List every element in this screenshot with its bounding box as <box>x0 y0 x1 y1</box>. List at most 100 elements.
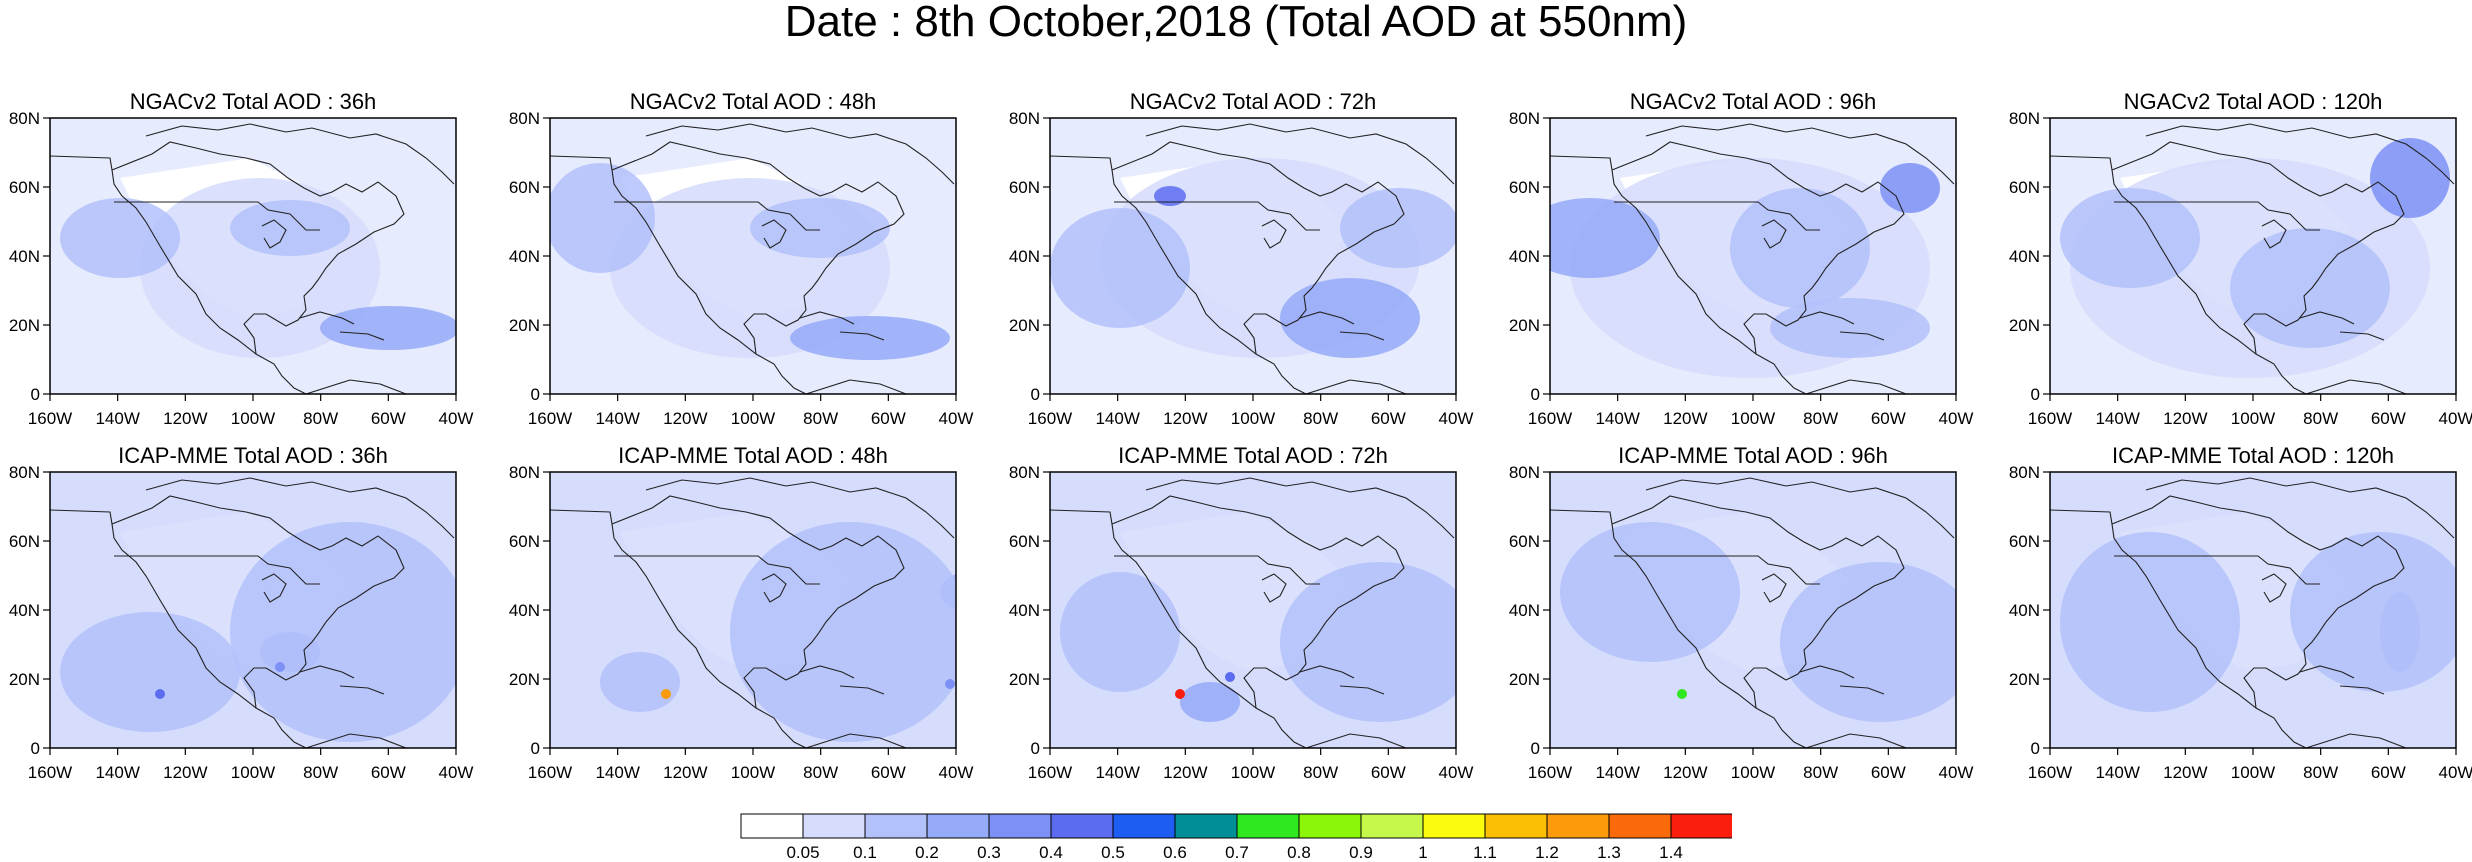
coastline <box>111 141 405 355</box>
coastline <box>1805 733 1907 748</box>
lat-tick-label: 60N <box>1509 178 1540 197</box>
lon-tick-label: 160W <box>528 409 572 428</box>
coastline <box>2114 201 2320 231</box>
coastline <box>1614 555 1820 585</box>
coastline <box>614 201 820 231</box>
lat-tick-label: 0 <box>1531 739 1540 758</box>
coastline <box>114 555 320 585</box>
lon-tick-label: 140W <box>595 409 639 428</box>
map-panel: NGACv2 Total AOD : 36h 160W 140W 120W 100W 80… <box>0 90 500 470</box>
lat-tick-label: 20N <box>9 316 40 335</box>
aod-map: 160W 140W 120W 100W 80W 60W 40W 80N 60N 40N 20N 0 <box>509 463 974 782</box>
aod-map: 160W 140W 120W 100W 80W 60W 40W 80N 60N 40N 20N 0 <box>9 109 474 428</box>
lat-tick-label: 20N <box>1009 316 1040 335</box>
panel-title: ICAP-MME Total AOD : 96h <box>1618 443 1888 468</box>
aod-plume <box>1340 188 1456 268</box>
lon-tick-label: 160W <box>1028 409 1072 428</box>
aod-plume <box>320 306 456 350</box>
lat-tick-label: 0 <box>31 739 40 758</box>
lon-tick-label: 120W <box>663 763 707 782</box>
aod-plume <box>600 652 680 712</box>
coastline <box>1839 331 1885 341</box>
aod-plume <box>2230 228 2390 348</box>
lat-tick-label: 20N <box>1509 316 1540 335</box>
colorbar-segment <box>988 813 1052 839</box>
aod-plume <box>1780 562 1956 722</box>
coastline <box>1305 379 1407 394</box>
aod-field <box>1550 118 1956 394</box>
coastline <box>1614 201 1820 231</box>
coastline <box>1645 477 1955 539</box>
panel-title: ICAP-MME Total AOD : 48h <box>618 443 888 468</box>
lon-tick-label: 120W <box>1663 409 1707 428</box>
coastline <box>1799 311 1855 325</box>
panel-title: NGACv2 Total AOD : 48h <box>629 89 877 114</box>
aod-plume <box>1880 163 1940 213</box>
colorbar-segment <box>1484 813 1548 839</box>
lat-tick-label: 40N <box>1509 601 1540 620</box>
aod-field <box>50 118 456 394</box>
lon-tick-label: 60W <box>371 409 406 428</box>
coastline <box>611 495 905 709</box>
lon-tick-label: 140W <box>595 763 639 782</box>
aod-plume <box>730 522 956 742</box>
map-panel: ICAP-MME Total AOD : 72h 160W 140W 120W 100W… <box>1000 444 1500 824</box>
lat-tick-label: 60N <box>1009 178 1040 197</box>
colorbar-segment <box>802 813 866 839</box>
lat-tick-label: 80N <box>509 109 540 128</box>
coastline <box>761 573 787 603</box>
lon-tick-label: 80W <box>2303 763 2338 782</box>
coastline <box>1050 155 1307 394</box>
colorbar-label: 0.05 <box>786 843 819 859</box>
colorbar-segment <box>1360 813 1424 839</box>
map-panel: ICAP-MME Total AOD : 96h 160W 140W 120W 100W… <box>1500 444 2000 824</box>
lat-tick-label: 40N <box>2009 601 2040 620</box>
lon-tick-label: 80W <box>303 409 338 428</box>
colorbar-label: 0.7 <box>1225 843 1249 859</box>
colorbar-segment <box>1174 813 1238 839</box>
lon-tick-label: 100W <box>1231 763 1275 782</box>
map-panel: ICAP-MME Total AOD : 36h 160W 140W 120W 100W… <box>0 444 500 824</box>
lat-tick-label: 60N <box>2009 532 2040 551</box>
lon-tick-label: 80W <box>803 409 838 428</box>
lon-tick-label: 80W <box>303 763 338 782</box>
lat-tick-label: 80N <box>2009 463 2040 482</box>
coastline <box>305 379 407 394</box>
lat-tick-label: 40N <box>9 601 40 620</box>
lon-tick-label: 140W <box>1595 409 1639 428</box>
coastline <box>799 665 855 679</box>
coastline <box>1550 155 1807 394</box>
aod-plume <box>230 522 456 742</box>
lat-tick-label: 80N <box>509 463 540 482</box>
lon-tick-label: 100W <box>231 409 275 428</box>
lat-tick-label: 60N <box>1009 532 1040 551</box>
lat-tick-label: 0 <box>31 385 40 404</box>
lat-tick-label: 60N <box>9 178 40 197</box>
coastline <box>1799 665 1855 679</box>
lat-tick-label: 80N <box>1009 109 1040 128</box>
aod-field <box>1050 118 1456 394</box>
coastline <box>1261 219 1287 249</box>
coastline <box>2050 509 2307 748</box>
aod-field <box>550 472 956 748</box>
aod-plume <box>790 316 950 360</box>
lon-tick-label: 120W <box>163 763 207 782</box>
coastline <box>761 219 787 249</box>
coastline <box>614 555 820 585</box>
aod-field <box>1550 472 1956 748</box>
lat-tick-label: 40N <box>509 601 540 620</box>
coastline <box>1111 141 1405 355</box>
lon-tick-label: 140W <box>1095 409 1139 428</box>
coastline <box>261 219 287 249</box>
coastline <box>50 509 307 748</box>
lat-tick-label: 40N <box>509 247 540 266</box>
panel-title: NGACv2 Total AOD : 36h <box>129 89 377 114</box>
lon-tick-label: 80W <box>2303 409 2338 428</box>
map-panel: NGACv2 Total AOD : 96h 160W 140W 120W 100W 80… <box>1500 90 2000 470</box>
lon-tick-label: 100W <box>731 409 775 428</box>
coastline <box>111 495 405 709</box>
aod-plume <box>1730 188 1870 308</box>
colorbar-segment <box>1546 813 1610 839</box>
lat-tick-label: 0 <box>531 385 540 404</box>
coastline <box>339 331 385 341</box>
